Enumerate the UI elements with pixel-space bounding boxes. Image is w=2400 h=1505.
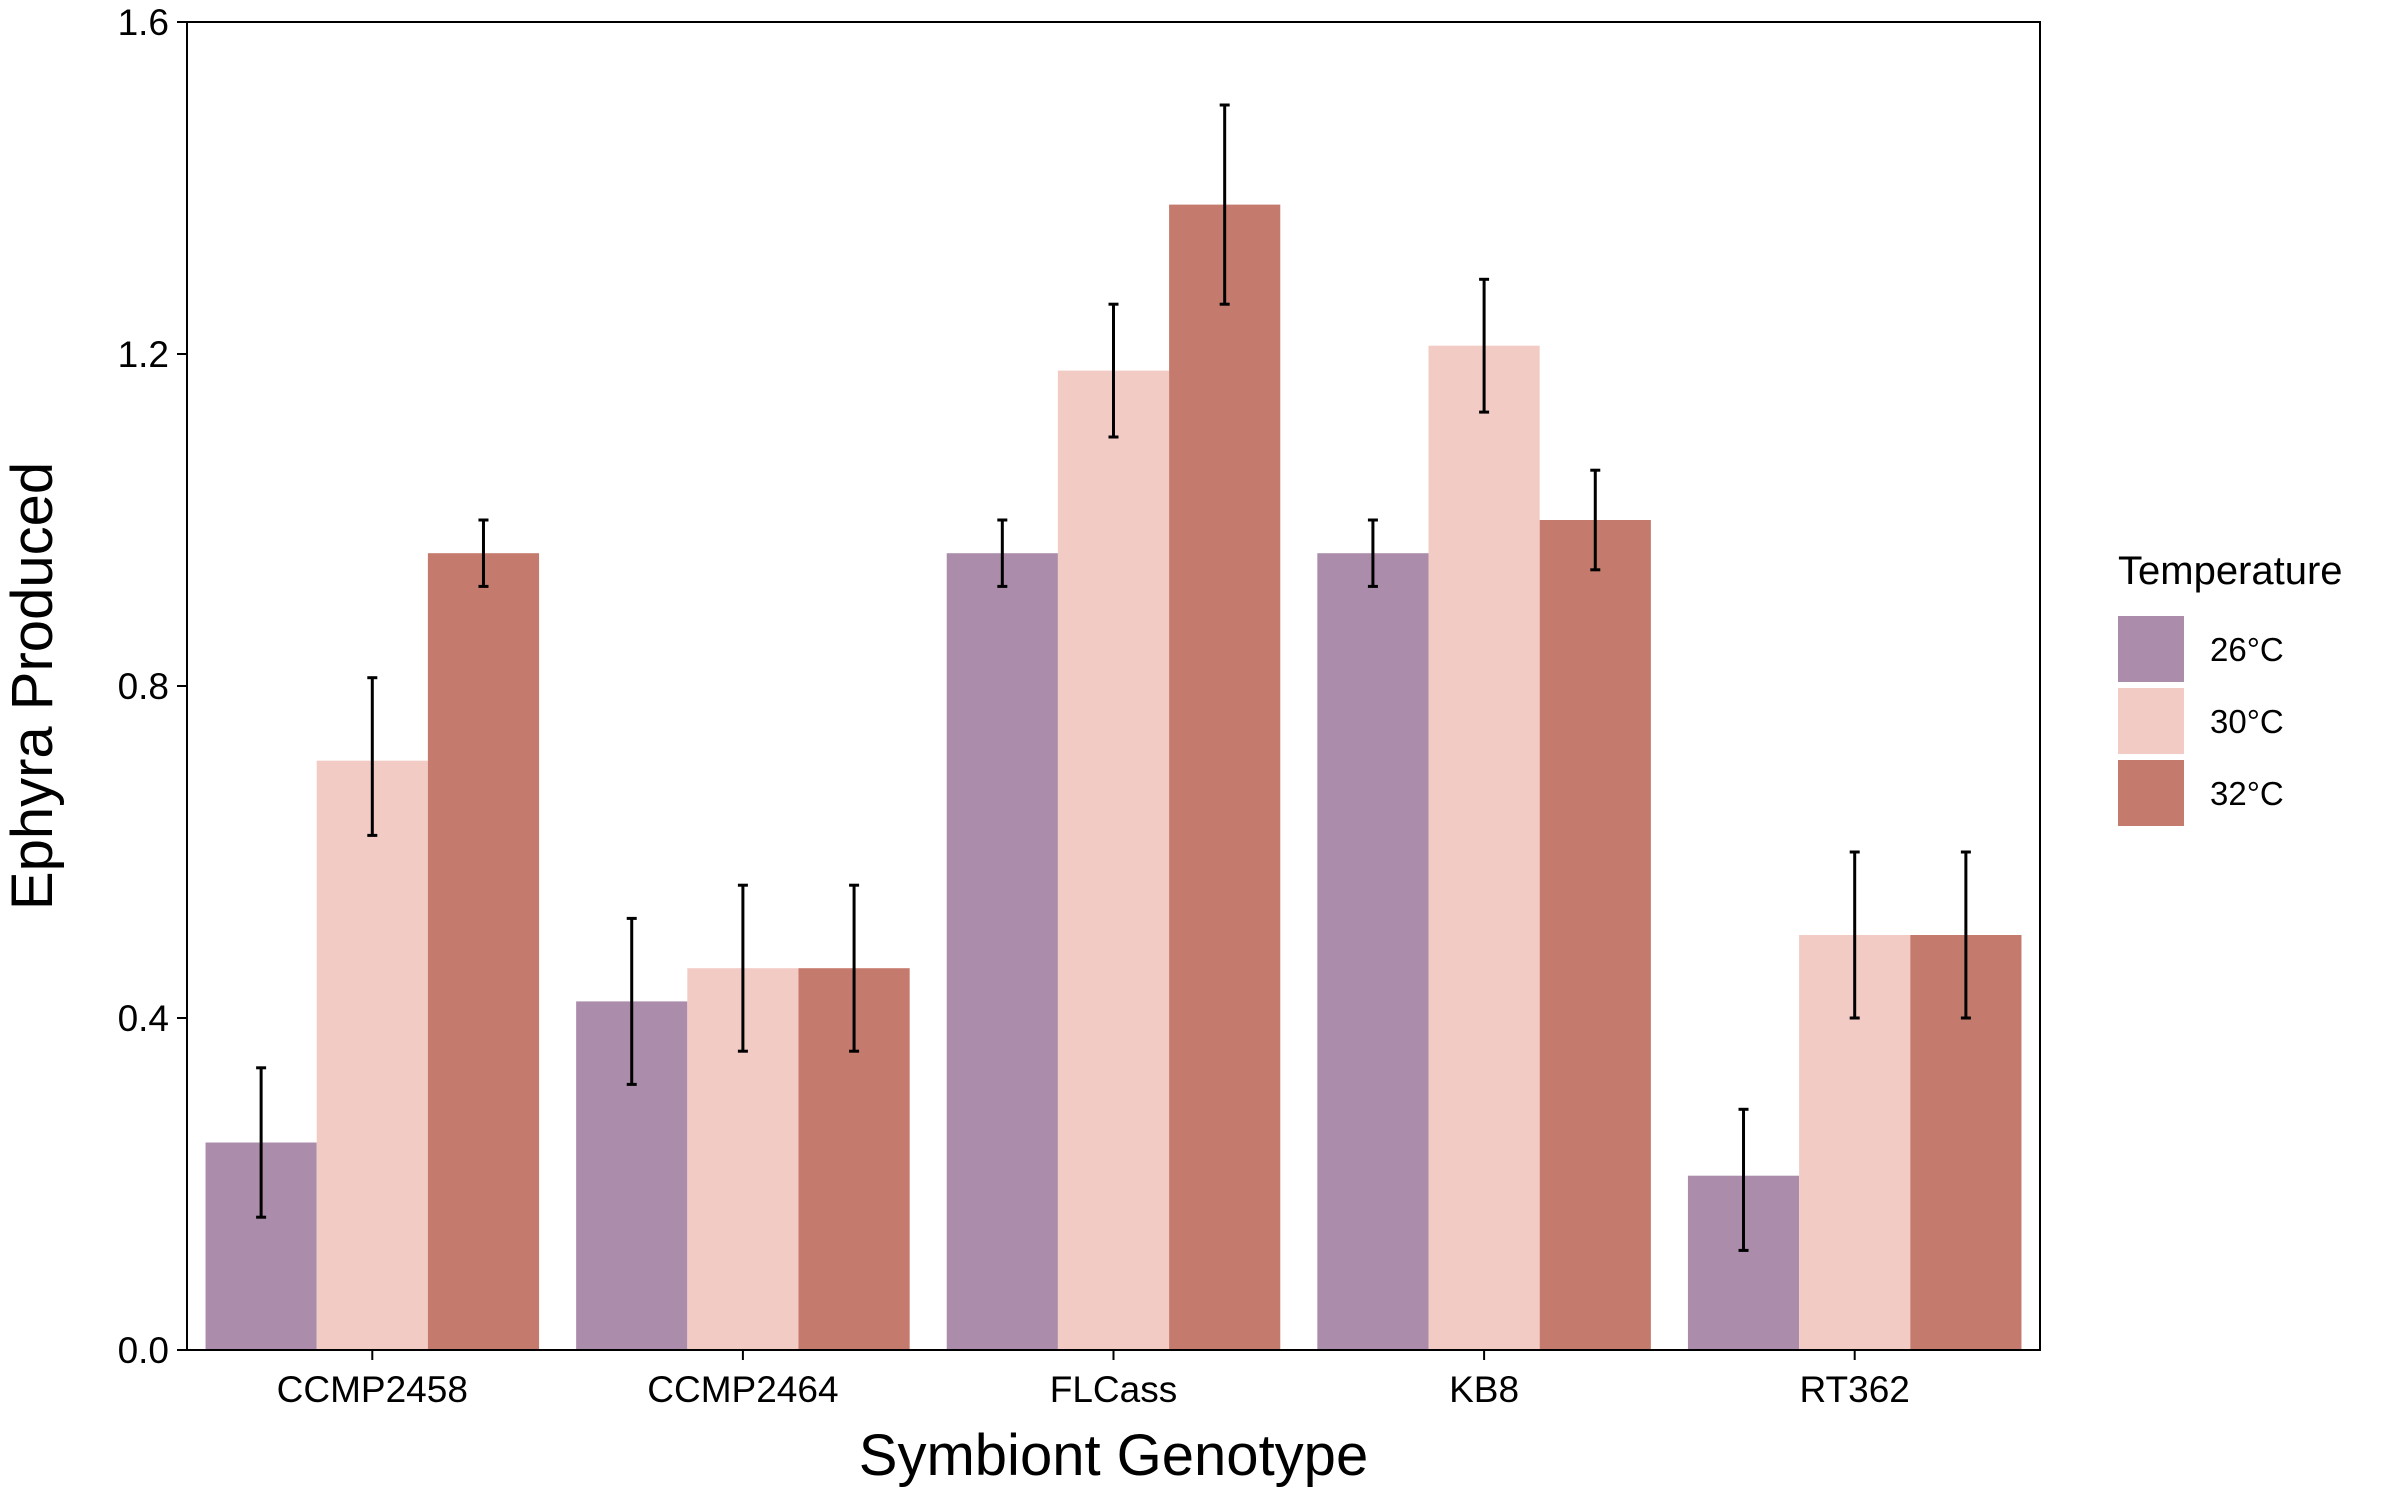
legend-items: 26°C 30°C 32°C <box>2118 616 2284 826</box>
y-axis: 0.0 0.4 0.8 1.2 1.6 <box>118 2 187 1371</box>
y-tick-label: 1.6 <box>118 2 169 43</box>
legend-swatch <box>2118 688 2184 754</box>
y-tick-label: 1.2 <box>118 334 169 375</box>
y-axis-title: Ephyra Produced <box>0 462 65 910</box>
legend-title: Temperature <box>2118 549 2343 593</box>
x-tick-label: FLCass <box>1050 1369 1177 1410</box>
bar <box>946 553 1058 1350</box>
x-tick-label: CCMP2458 <box>277 1369 468 1410</box>
legend-swatch <box>2118 616 2184 682</box>
bar <box>1169 204 1281 1351</box>
bar <box>427 553 540 1350</box>
legend: Temperature 26°C 30°C 32°C <box>2118 549 2343 826</box>
x-tick-label: RT362 <box>1800 1369 1910 1410</box>
legend-swatch <box>2118 760 2184 826</box>
legend-label: 30°C <box>2210 703 2284 740</box>
bar <box>1317 553 1429 1350</box>
x-tick-label: CCMP2464 <box>647 1369 838 1410</box>
y-tick-label: 0.8 <box>118 666 169 707</box>
x-axis: CCMP2458 CCMP2464 FLCass KB8 RT362 <box>277 1350 1910 1410</box>
bar <box>1539 520 1651 1350</box>
error-bars-layer <box>256 103 1971 1252</box>
legend-label: 26°C <box>2210 631 2284 668</box>
bars-layer <box>205 204 2022 1351</box>
x-axis-title: Symbiont Genotype <box>859 1423 1368 1488</box>
bar <box>1057 370 1170 1351</box>
y-tick-label: 0.0 <box>118 1330 169 1371</box>
x-tick-label: KB8 <box>1449 1369 1519 1410</box>
bar <box>1428 345 1540 1350</box>
bar <box>316 760 428 1350</box>
y-tick-label: 0.4 <box>118 998 169 1039</box>
legend-label: 32°C <box>2210 775 2284 812</box>
